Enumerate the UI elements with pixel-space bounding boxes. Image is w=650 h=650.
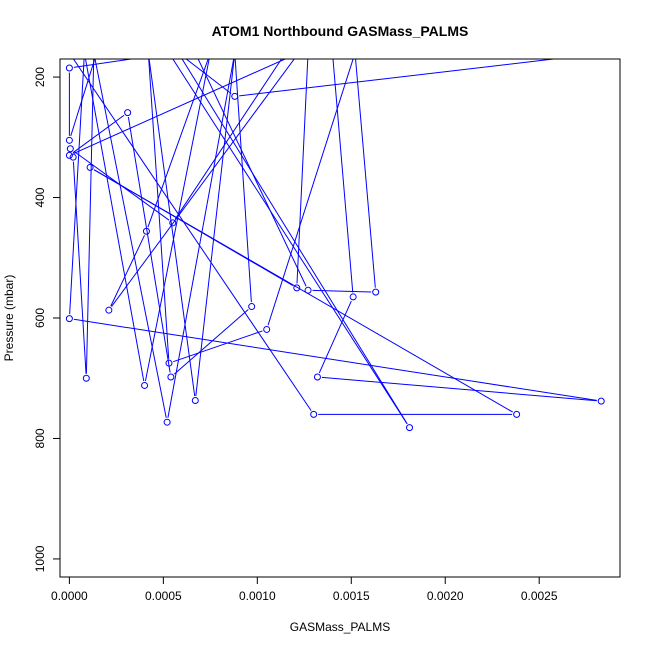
series-line-segment xyxy=(94,59,167,418)
data-point xyxy=(163,418,171,426)
x-tick-label: 0.0000 xyxy=(51,589,88,603)
y-axis-label: Pressure (mbar) xyxy=(2,275,16,362)
data-point xyxy=(66,145,74,153)
series-line-segment xyxy=(174,59,283,220)
data-point xyxy=(372,288,380,296)
data-point xyxy=(313,373,321,381)
x-tick-label: 0.0025 xyxy=(521,589,558,603)
data-point xyxy=(293,284,301,292)
x-tick-label: 0.0010 xyxy=(239,589,276,603)
data-point xyxy=(263,325,271,333)
series-line-segment xyxy=(318,300,352,374)
data-point xyxy=(65,64,73,72)
x-tick-label: 0.0005 xyxy=(145,589,182,603)
series-line-segment xyxy=(147,59,209,228)
series-line-segment xyxy=(72,59,312,411)
series-line-segment xyxy=(85,59,145,382)
series-line-segment xyxy=(73,59,135,68)
data-point xyxy=(69,153,77,161)
y-tick-label: 200 xyxy=(33,67,47,87)
x-tick-label: 0.0015 xyxy=(333,589,370,603)
x-axis: 0.0000 0.0005 0.0010 0.0015 0.0020 0.0025 xyxy=(51,577,558,603)
series-line-segment xyxy=(85,59,95,374)
series-line-segment xyxy=(312,289,372,293)
data-point xyxy=(191,397,199,405)
series-line-segment xyxy=(69,59,85,315)
data-point xyxy=(304,286,312,294)
series-line-segment xyxy=(239,59,558,97)
series-line-segment xyxy=(72,161,87,374)
data-point xyxy=(231,92,239,100)
series-line-segment xyxy=(185,59,232,94)
series-line-segment xyxy=(267,59,354,326)
series-line-segment xyxy=(332,59,354,293)
chart-title: ATOM1 Northbound GASMass_PALMS xyxy=(212,23,469,39)
data-point xyxy=(65,315,73,323)
data-point xyxy=(597,397,605,405)
data-point xyxy=(82,374,90,382)
data-point xyxy=(349,293,357,301)
data-point xyxy=(86,163,94,171)
series-layer xyxy=(65,50,605,432)
x-axis-label: GASMass_PALMS xyxy=(290,620,390,634)
data-point xyxy=(165,359,173,367)
data-point xyxy=(406,424,414,432)
data-point xyxy=(169,219,177,227)
series-line-segment xyxy=(110,235,145,307)
series-line-segment xyxy=(111,59,295,307)
data-point xyxy=(65,151,73,159)
y-axis: 200 400 600 800 1000 xyxy=(33,67,60,572)
y-tick-label: 600 xyxy=(33,308,47,328)
x-tick-label: 0.0020 xyxy=(427,589,464,603)
data-point xyxy=(65,136,73,144)
series-line-segment xyxy=(195,59,235,397)
data-point xyxy=(167,373,175,381)
data-point xyxy=(105,306,113,314)
series-line-segment xyxy=(172,59,408,425)
series-line-segment xyxy=(148,59,196,397)
series-line-segment xyxy=(148,59,170,359)
series-line-segment xyxy=(98,50,286,53)
y-tick-label: 1000 xyxy=(33,545,47,572)
series-line-segment xyxy=(296,59,309,284)
series-line-segment xyxy=(73,59,287,154)
series-line-segment xyxy=(93,169,294,287)
series-line-segment xyxy=(355,59,376,288)
series-line-segment xyxy=(173,309,249,375)
data-point xyxy=(124,109,132,117)
data-point xyxy=(310,410,318,418)
series-line-segment xyxy=(127,116,171,373)
series-line-segment xyxy=(167,59,235,418)
series-line-segment xyxy=(73,318,597,401)
data-point xyxy=(141,381,149,389)
data-point xyxy=(248,303,256,311)
data-point xyxy=(513,410,521,418)
series-line-segment xyxy=(181,59,408,425)
data-point xyxy=(142,227,150,235)
series-line-segment xyxy=(321,376,597,402)
series-line-segment xyxy=(173,330,263,363)
y-tick-label: 800 xyxy=(33,428,47,448)
y-tick-label: 400 xyxy=(33,187,47,207)
